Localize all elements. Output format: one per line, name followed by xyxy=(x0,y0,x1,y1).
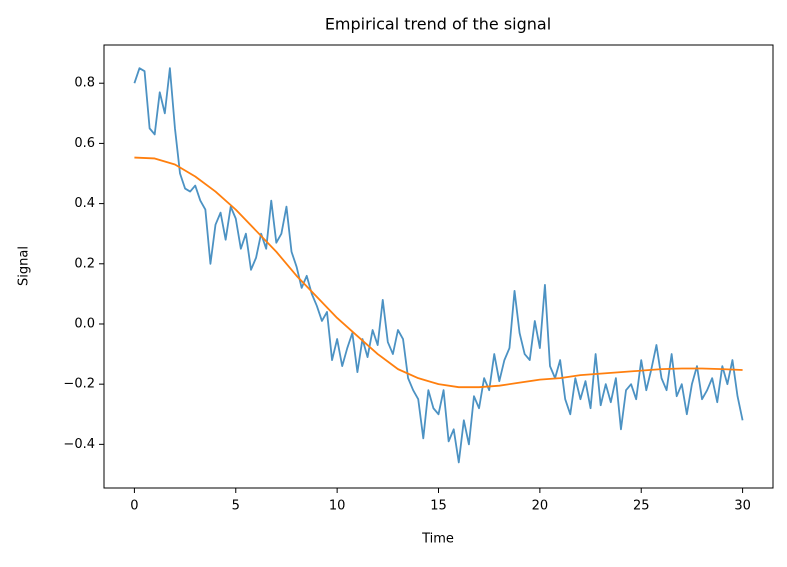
y-tick-label: −0.4 xyxy=(63,437,95,452)
plot-frame xyxy=(103,44,774,489)
y-tick-label: 0.4 xyxy=(74,196,95,211)
chart-title: Empirical trend of the signal xyxy=(325,15,551,34)
y-axis-label: Signal xyxy=(17,246,32,286)
x-tick-label: 10 xyxy=(329,499,346,514)
x-tick-label: 15 xyxy=(430,499,447,514)
y-tick-label: 0.2 xyxy=(74,256,95,271)
x-tick-label: 25 xyxy=(633,499,650,514)
x-tick-label: 0 xyxy=(130,499,138,514)
y-tick-label: 0.6 xyxy=(74,136,95,151)
x-tick-label: 30 xyxy=(734,499,751,514)
line-series xyxy=(134,156,743,389)
line-series xyxy=(133,67,744,464)
x-tick-label: 5 xyxy=(232,499,240,514)
x-tick-label: 20 xyxy=(532,499,549,514)
y-tick-label: 0.8 xyxy=(74,76,95,91)
x-axis-label: Time xyxy=(421,532,454,547)
y-tick-label: 0.0 xyxy=(74,316,95,331)
y-tick-label: −0.2 xyxy=(63,377,95,392)
